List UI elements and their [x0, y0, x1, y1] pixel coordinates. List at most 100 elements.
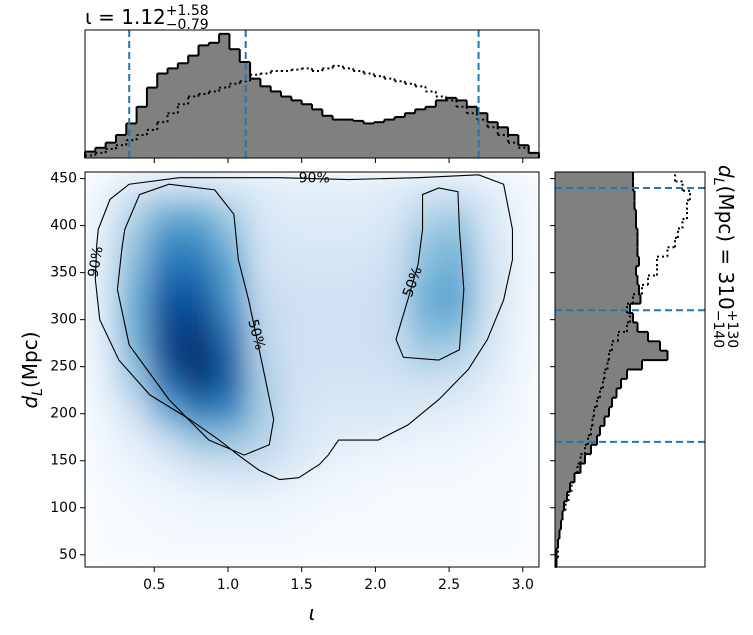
hist-bar — [555, 331, 648, 342]
density-cell — [312, 200, 345, 229]
y-label-sub: L — [30, 388, 46, 396]
density-cell — [214, 397, 248, 427]
density-cell — [247, 538, 281, 567]
hist-bar — [384, 119, 395, 158]
hist-bar — [555, 519, 561, 530]
density-cell — [474, 538, 508, 567]
density-cell — [376, 200, 410, 229]
y-title-sub: −140 — [710, 310, 726, 348]
density-cell — [182, 341, 216, 370]
density-cell — [247, 172, 281, 201]
density-cell — [247, 200, 281, 229]
axes-frame — [84, 29, 540, 159]
density-cell — [149, 482, 183, 512]
density-cell — [85, 538, 118, 567]
density-cell — [344, 369, 378, 399]
y-tick-label: 250 — [50, 359, 77, 375]
density-cell — [214, 454, 248, 483]
density-cell — [474, 341, 508, 370]
hist-bar — [425, 106, 437, 158]
density-cell — [149, 200, 183, 229]
density-cell — [409, 228, 443, 258]
hist-bar — [555, 322, 638, 333]
hist-bar — [105, 142, 117, 158]
hist-bar — [394, 117, 406, 158]
x-tick-label: 1.0 — [217, 577, 239, 593]
density-cell — [85, 454, 118, 483]
density-cell — [85, 341, 118, 370]
density-cell — [182, 228, 216, 258]
density-cell — [117, 341, 151, 370]
density-cell — [312, 284, 345, 314]
density-cell — [344, 256, 378, 286]
hist-bar — [555, 219, 636, 229]
hist-bar — [322, 115, 333, 158]
title-sup: +1.58 — [166, 3, 209, 19]
x-tick-label: 2.5 — [438, 577, 460, 593]
density-cell — [279, 284, 313, 314]
density-cell — [441, 313, 475, 342]
density-cell — [182, 482, 216, 512]
density-cell — [376, 284, 410, 314]
density-cell — [376, 454, 410, 483]
density-cell — [182, 510, 216, 540]
density-cell — [149, 228, 183, 258]
hist-bar — [260, 86, 272, 158]
title-text: ι = 1.12 — [85, 5, 166, 29]
hist-bar — [301, 104, 313, 158]
density-cell — [214, 510, 248, 540]
density-cell — [506, 341, 539, 370]
hist-bar — [115, 134, 127, 158]
hist-bar — [363, 123, 375, 158]
density-cell — [409, 538, 443, 567]
hist-bar — [415, 109, 426, 158]
density-cell — [474, 200, 508, 229]
hist-bar — [555, 444, 591, 455]
density-cell — [344, 538, 378, 567]
density-cell — [85, 172, 118, 201]
density-cell — [506, 369, 539, 399]
density-cell — [409, 454, 443, 483]
y-title-text: (Mpc) = 310 — [714, 186, 738, 310]
density-cell — [506, 538, 539, 567]
hist-bar — [555, 266, 636, 276]
hist-bar — [555, 303, 630, 314]
density-cell — [279, 200, 313, 229]
axes-frame — [84, 171, 540, 568]
density-cell — [182, 256, 216, 286]
density-cell — [117, 200, 151, 229]
density-cell — [474, 425, 508, 455]
density-cell — [506, 397, 539, 427]
density-cell — [214, 256, 248, 286]
hist-bar — [229, 49, 241, 159]
title-sub: −0.79 — [166, 17, 209, 33]
density-cell — [376, 341, 410, 370]
y-axis-label: dL (Mpc) — [18, 331, 46, 408]
density-cell — [279, 510, 313, 540]
density-cell — [182, 200, 216, 229]
hist-bar — [555, 360, 642, 370]
density-cell — [409, 284, 443, 314]
hist-bar — [555, 275, 638, 286]
y-tick-label: 350 — [50, 265, 77, 281]
hist-bar — [456, 100, 468, 158]
density-cell — [506, 482, 539, 512]
density-cell — [409, 200, 443, 229]
density-cell — [344, 341, 378, 370]
density-cell — [214, 228, 248, 258]
hist-bar — [528, 152, 540, 158]
density-cell — [506, 172, 539, 201]
contour-line — [116, 183, 275, 456]
density-cell — [312, 172, 345, 201]
density-cell — [409, 510, 443, 540]
x-tick-label: 1.5 — [291, 577, 313, 593]
hist-bar — [555, 369, 627, 380]
density-cell — [312, 369, 345, 399]
density-cell — [376, 172, 410, 201]
density-cell — [85, 510, 118, 540]
hist-bar — [555, 237, 638, 248]
density-cell — [247, 425, 281, 455]
hist-bar — [555, 491, 567, 502]
hist-bar — [555, 341, 660, 351]
contour-line — [395, 187, 465, 361]
